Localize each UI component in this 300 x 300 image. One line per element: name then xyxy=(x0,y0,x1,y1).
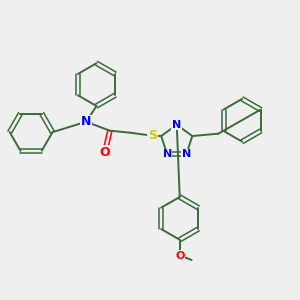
Text: N: N xyxy=(172,120,182,130)
Text: O: O xyxy=(175,250,184,260)
Text: N: N xyxy=(81,115,91,128)
Text: S: S xyxy=(148,129,157,142)
Text: O: O xyxy=(100,146,110,159)
Text: N: N xyxy=(163,149,172,159)
Text: N: N xyxy=(182,149,191,159)
